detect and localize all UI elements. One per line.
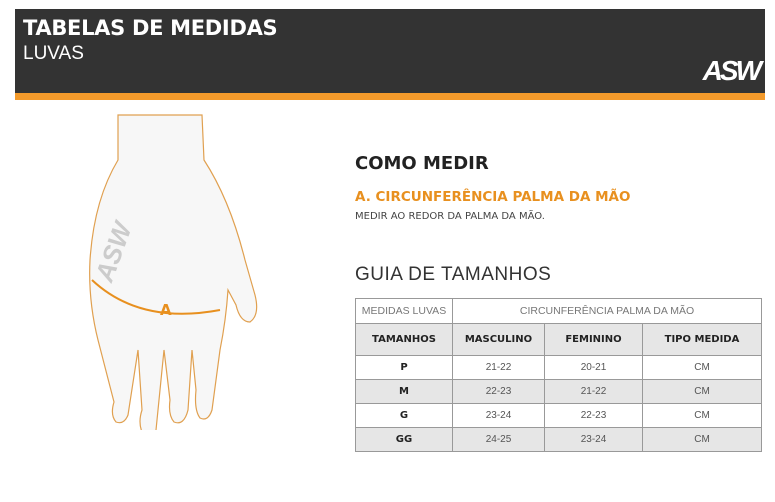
table-row: GG 24-25 23-24 CM — [355, 427, 762, 452]
column-header: FEMININO — [544, 323, 643, 356]
female-cell: 21-22 — [544, 379, 643, 404]
unit-cell: CM — [642, 427, 762, 452]
size-cell: M — [355, 379, 453, 404]
table-row: G 23-24 22-23 CM — [355, 403, 762, 428]
column-header: TIPO MEDIDA — [642, 323, 762, 356]
size-cell: G — [355, 403, 453, 428]
how-to-title: COMO MEDIR — [355, 153, 489, 174]
header: TABELAS DE MEDIDAS LUVAS ASW — [15, 9, 765, 100]
size-guide-title: GUIA DE TAMANHOS — [355, 264, 552, 285]
unit-cell: CM — [642, 379, 762, 404]
table-row: P 21-22 20-21 CM — [355, 355, 762, 380]
female-cell: 22-23 — [544, 403, 643, 428]
male-cell: 21-22 — [452, 355, 545, 380]
table-top-left: MEDIDAS LUVAS — [355, 298, 453, 324]
accent-bar — [15, 93, 765, 100]
table-top-right: CIRCUNFERÊNCIA PALMA DA MÃO — [452, 298, 762, 324]
male-cell: 22-23 — [452, 379, 545, 404]
marker-a: A — [160, 301, 172, 319]
column-header: TAMANHOS — [355, 323, 453, 356]
page-subtitle: LUVAS — [23, 43, 84, 64]
female-cell: 23-24 — [544, 427, 643, 452]
asw-logo: ASW — [702, 55, 762, 86]
table-row: M 22-23 21-22 CM — [355, 379, 762, 404]
unit-cell: CM — [642, 403, 762, 428]
male-cell: 23-24 — [452, 403, 545, 428]
measure-description: MEDIR AO REDOR DA PALMA DA MÃO. — [355, 211, 545, 222]
female-cell: 20-21 — [544, 355, 643, 380]
glove-illustration: A ASW — [89, 114, 258, 430]
table-header-row: TAMANHOS MASCULINO FEMININO TIPO MEDIDA — [355, 323, 762, 356]
unit-cell: CM — [642, 355, 762, 380]
size-table: MEDIDAS LUVAS CIRCUNFERÊNCIA PALMA DA MÃ… — [355, 298, 762, 452]
size-cell: GG — [355, 427, 453, 452]
size-cell: P — [355, 355, 453, 380]
page-title: TABELAS DE MEDIDAS — [23, 16, 278, 40]
table-title-row: MEDIDAS LUVAS CIRCUNFERÊNCIA PALMA DA MÃ… — [355, 298, 762, 324]
column-header: MASCULINO — [452, 323, 545, 356]
male-cell: 24-25 — [452, 427, 545, 452]
measure-label: A. CIRCUNFERÊNCIA PALMA DA MÃO — [355, 189, 631, 205]
